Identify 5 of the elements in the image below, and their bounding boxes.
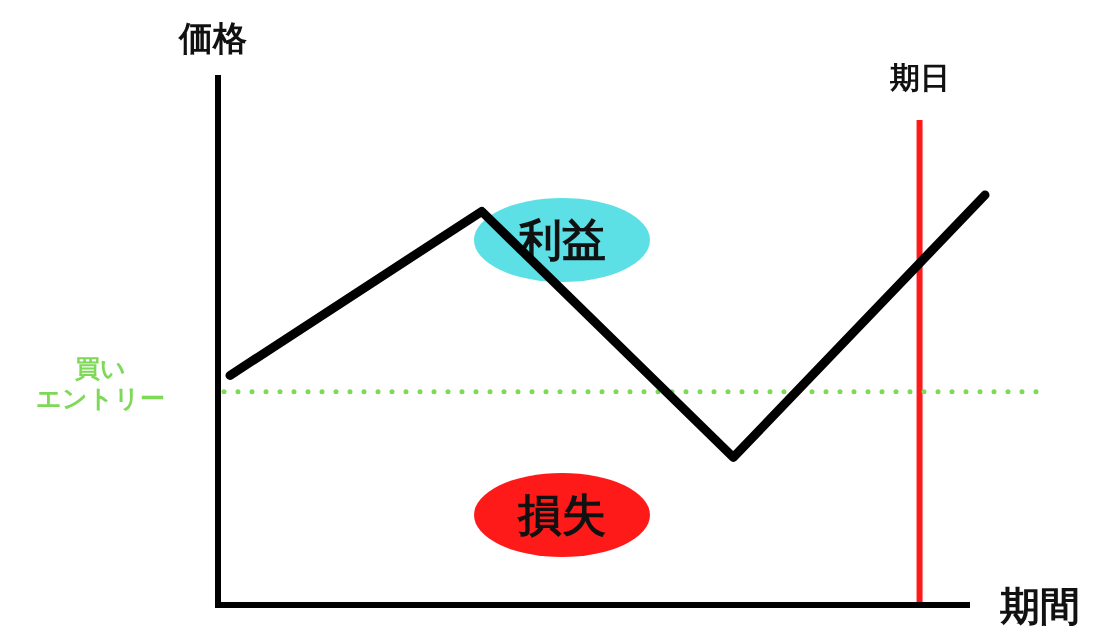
annotation: 損失 bbox=[516, 489, 606, 540]
y-axis-title: 価格 bbox=[178, 18, 247, 58]
text: 期日 bbox=[888, 60, 950, 95]
x-axis-title: 期間 bbox=[999, 583, 1080, 629]
ref-line-label: 買いエントリー bbox=[35, 353, 165, 413]
